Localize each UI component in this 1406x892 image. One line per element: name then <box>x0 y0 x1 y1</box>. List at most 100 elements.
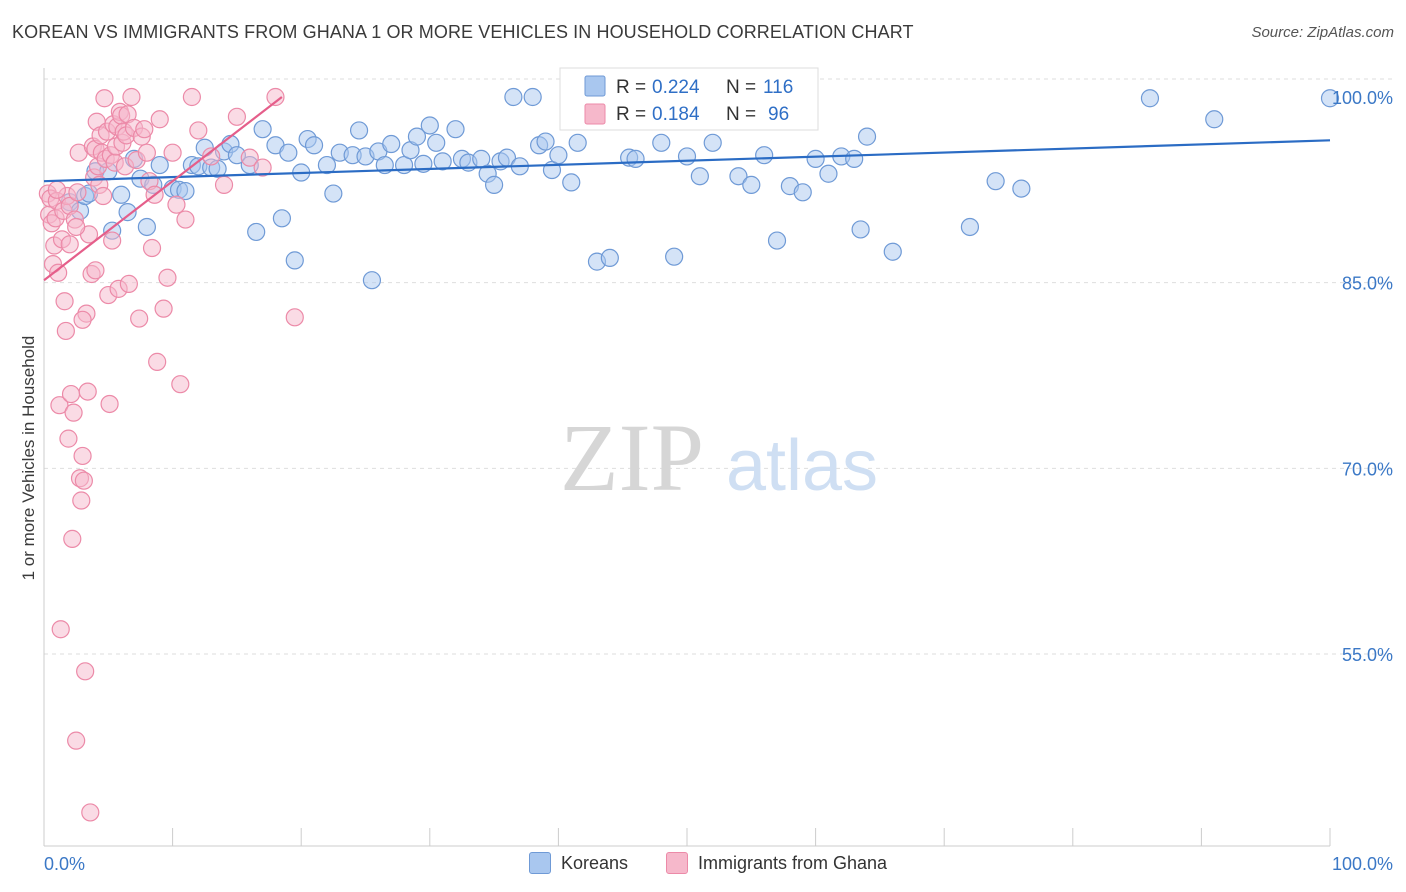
korean-point <box>806 149 825 168</box>
ghana-point <box>95 89 114 108</box>
tick-labels: 55.0% 70.0% 85.0% 100.0% 0.0% 100.0% <box>44 88 1393 874</box>
legend-r-label-ghana: R = <box>616 104 646 125</box>
ghana-point <box>202 147 221 166</box>
korean-point <box>272 209 292 228</box>
ghana-points <box>38 87 304 822</box>
korean-point <box>883 242 902 261</box>
korean-point <box>690 167 709 186</box>
legend-swatch-ghana <box>584 103 606 125</box>
ghana-point <box>94 186 113 206</box>
korean-point <box>279 143 298 162</box>
trend-line-ghana <box>43 96 283 282</box>
legend-n-value-ghana: 96 <box>768 104 789 125</box>
watermark-atlas: atlas <box>726 426 878 506</box>
watermark: ZIP atlas <box>560 404 878 511</box>
legend-n-label-korean: N = <box>726 77 756 98</box>
legend-item-ghana: Immigrants from Ghana <box>666 852 887 874</box>
legend-n-label-ghana: N = <box>726 104 756 125</box>
ghana-point <box>150 110 169 129</box>
korean-point <box>137 217 156 237</box>
korean-point <box>568 133 587 152</box>
legend-r-value-ghana: 0.184 <box>652 104 700 125</box>
ghana-point <box>227 107 246 126</box>
legend-r-value-korean: 0.224 <box>652 77 700 98</box>
y-tick-label-70: 70.0% <box>1342 459 1393 479</box>
y-tick-label-85: 85.0% <box>1342 274 1393 294</box>
korean-point <box>845 149 864 168</box>
korean-point <box>324 184 343 203</box>
ghana-point <box>67 731 86 750</box>
ghana-point <box>176 210 195 229</box>
korean-point <box>767 231 787 250</box>
legend-item-koreans: Koreans <box>529 852 628 874</box>
korean-point <box>433 152 452 171</box>
korean-point <box>118 203 137 222</box>
korean-point <box>1140 89 1160 108</box>
ghana-point <box>81 803 100 822</box>
korean-point <box>504 87 523 107</box>
ghana-point <box>50 396 69 415</box>
ghana-point <box>148 352 167 371</box>
legend-swatch-korean <box>584 75 606 97</box>
ghana-point <box>61 384 81 404</box>
korean-point <box>626 149 645 168</box>
korean-point <box>253 120 272 139</box>
ghana-point <box>63 529 82 548</box>
legend-label-ghana: Immigrants from Ghana <box>698 852 888 873</box>
korean-point <box>362 271 382 290</box>
korean-point <box>549 146 568 165</box>
ghana-point <box>72 491 91 510</box>
korean-point <box>819 164 838 183</box>
korean-point <box>755 146 774 165</box>
korean-point <box>665 247 684 266</box>
korean-point <box>1205 110 1224 129</box>
ghana-point <box>103 231 122 250</box>
correlation-legend: R = 0.224 N = 116 R = 0.184 N = 96 <box>559 67 819 131</box>
korean-point <box>960 217 980 237</box>
x-tick-label-start: 0.0% <box>44 854 85 874</box>
legend-swatch-koreans <box>529 852 551 874</box>
series-legend: Koreans Immigrants from Ghana <box>0 852 1406 878</box>
x-tick-label-end: 100.0% <box>1332 854 1393 874</box>
ghana-point <box>253 158 272 177</box>
korean-point <box>1320 89 1340 108</box>
ghana-point <box>137 143 156 162</box>
korean-point <box>729 167 748 186</box>
ghana-point <box>167 195 186 214</box>
chart-title: KOREAN VS IMMIGRANTS FROM GHANA 1 OR MOR… <box>12 22 914 42</box>
legend-label-koreans: Koreans <box>561 852 629 873</box>
korean-point <box>485 175 504 194</box>
ghana-point <box>285 308 304 327</box>
ghana-point <box>73 310 92 329</box>
korean-point <box>285 251 304 270</box>
korean-point <box>742 175 761 194</box>
korean-point <box>562 173 581 192</box>
source-credit: Source: ZipAtlas.com <box>1251 24 1394 41</box>
ghana-point <box>56 321 75 341</box>
ghana-point <box>59 429 78 448</box>
ghana-point <box>171 375 190 394</box>
korean-point <box>112 185 131 204</box>
korean-point <box>851 220 870 239</box>
korean-point <box>382 134 401 154</box>
ghana-point <box>51 620 70 639</box>
y-tick-label-55: 55.0% <box>1342 645 1393 665</box>
ghana-point <box>119 274 138 294</box>
axes <box>43 68 1331 847</box>
ghana-point <box>47 180 66 199</box>
korean-point <box>446 120 465 139</box>
korean-point <box>247 222 266 242</box>
korean-point <box>523 87 542 107</box>
legend-r-label-korean: R = <box>616 77 646 98</box>
korean-point <box>986 172 1005 191</box>
ghana-point <box>100 394 119 414</box>
ghana-point <box>240 148 259 167</box>
trend-line-korean <box>43 139 1331 183</box>
korean-points <box>60 87 1340 290</box>
ghana-point <box>74 471 93 490</box>
ghana-point <box>182 87 201 107</box>
ghana-point <box>64 403 83 422</box>
ghana-point <box>266 87 285 107</box>
korean-point <box>420 116 439 135</box>
